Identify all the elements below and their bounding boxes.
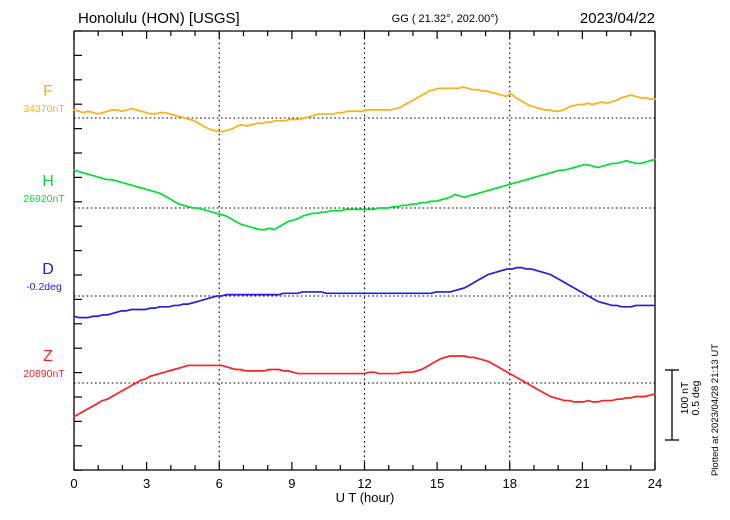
- plotted-timestamp: Plotted at 2023/04/28 21:13 UT: [710, 344, 721, 476]
- trace-D: [73, 266, 656, 319]
- component-letter-D: D: [42, 261, 54, 278]
- component-baselines: [74, 117, 655, 384]
- x-tick-label: 3: [143, 476, 150, 491]
- data-traces: [73, 86, 656, 418]
- x-axis-ticks: [73, 31, 656, 470]
- observation-date: 2023/04/22: [580, 10, 655, 27]
- x-axis-title: U T (hour): [336, 490, 395, 505]
- component-letter-H: H: [42, 173, 54, 190]
- x-tick-label: 18: [503, 476, 517, 491]
- x-tick-label: 12: [357, 476, 371, 491]
- x-tick-label: 24: [648, 476, 662, 491]
- x-axis-tick-labels: 0 3 6 9 12 15 18 21 24: [70, 476, 662, 491]
- station-coordinates: GG ( 21.32°, 202.00°): [392, 13, 499, 25]
- component-labels: F 34370nT H 26920nT D -0.2deg Z 20890nT: [23, 83, 65, 380]
- page-title: Honolulu (HON) [USGS]: [78, 10, 240, 27]
- component-value-H: 26920nT: [23, 193, 65, 205]
- vertical-gridlines: [218, 33, 511, 468]
- scale-label-deg: 0.5 deg: [690, 380, 702, 415]
- x-tick-label: 6: [216, 476, 223, 491]
- x-tick-label: 21: [575, 476, 589, 491]
- trace-H: [73, 158, 656, 231]
- scale-bar: [665, 369, 679, 441]
- component-value-D: -0.2deg: [26, 281, 62, 293]
- trace-F: [73, 86, 656, 133]
- x-tick-label: 9: [288, 476, 295, 491]
- x-tick-label: 0: [70, 476, 77, 491]
- trace-Z: [73, 355, 656, 418]
- y-axis-ticks: [74, 30, 82, 471]
- component-value-Z: 20890nT: [23, 368, 65, 380]
- scale-label-nt: 100 nT: [679, 381, 691, 414]
- component-letter-Z: Z: [43, 348, 53, 365]
- component-value-F: 34370nT: [23, 103, 65, 115]
- component-letter-F: F: [43, 83, 53, 100]
- x-tick-label: 15: [430, 476, 444, 491]
